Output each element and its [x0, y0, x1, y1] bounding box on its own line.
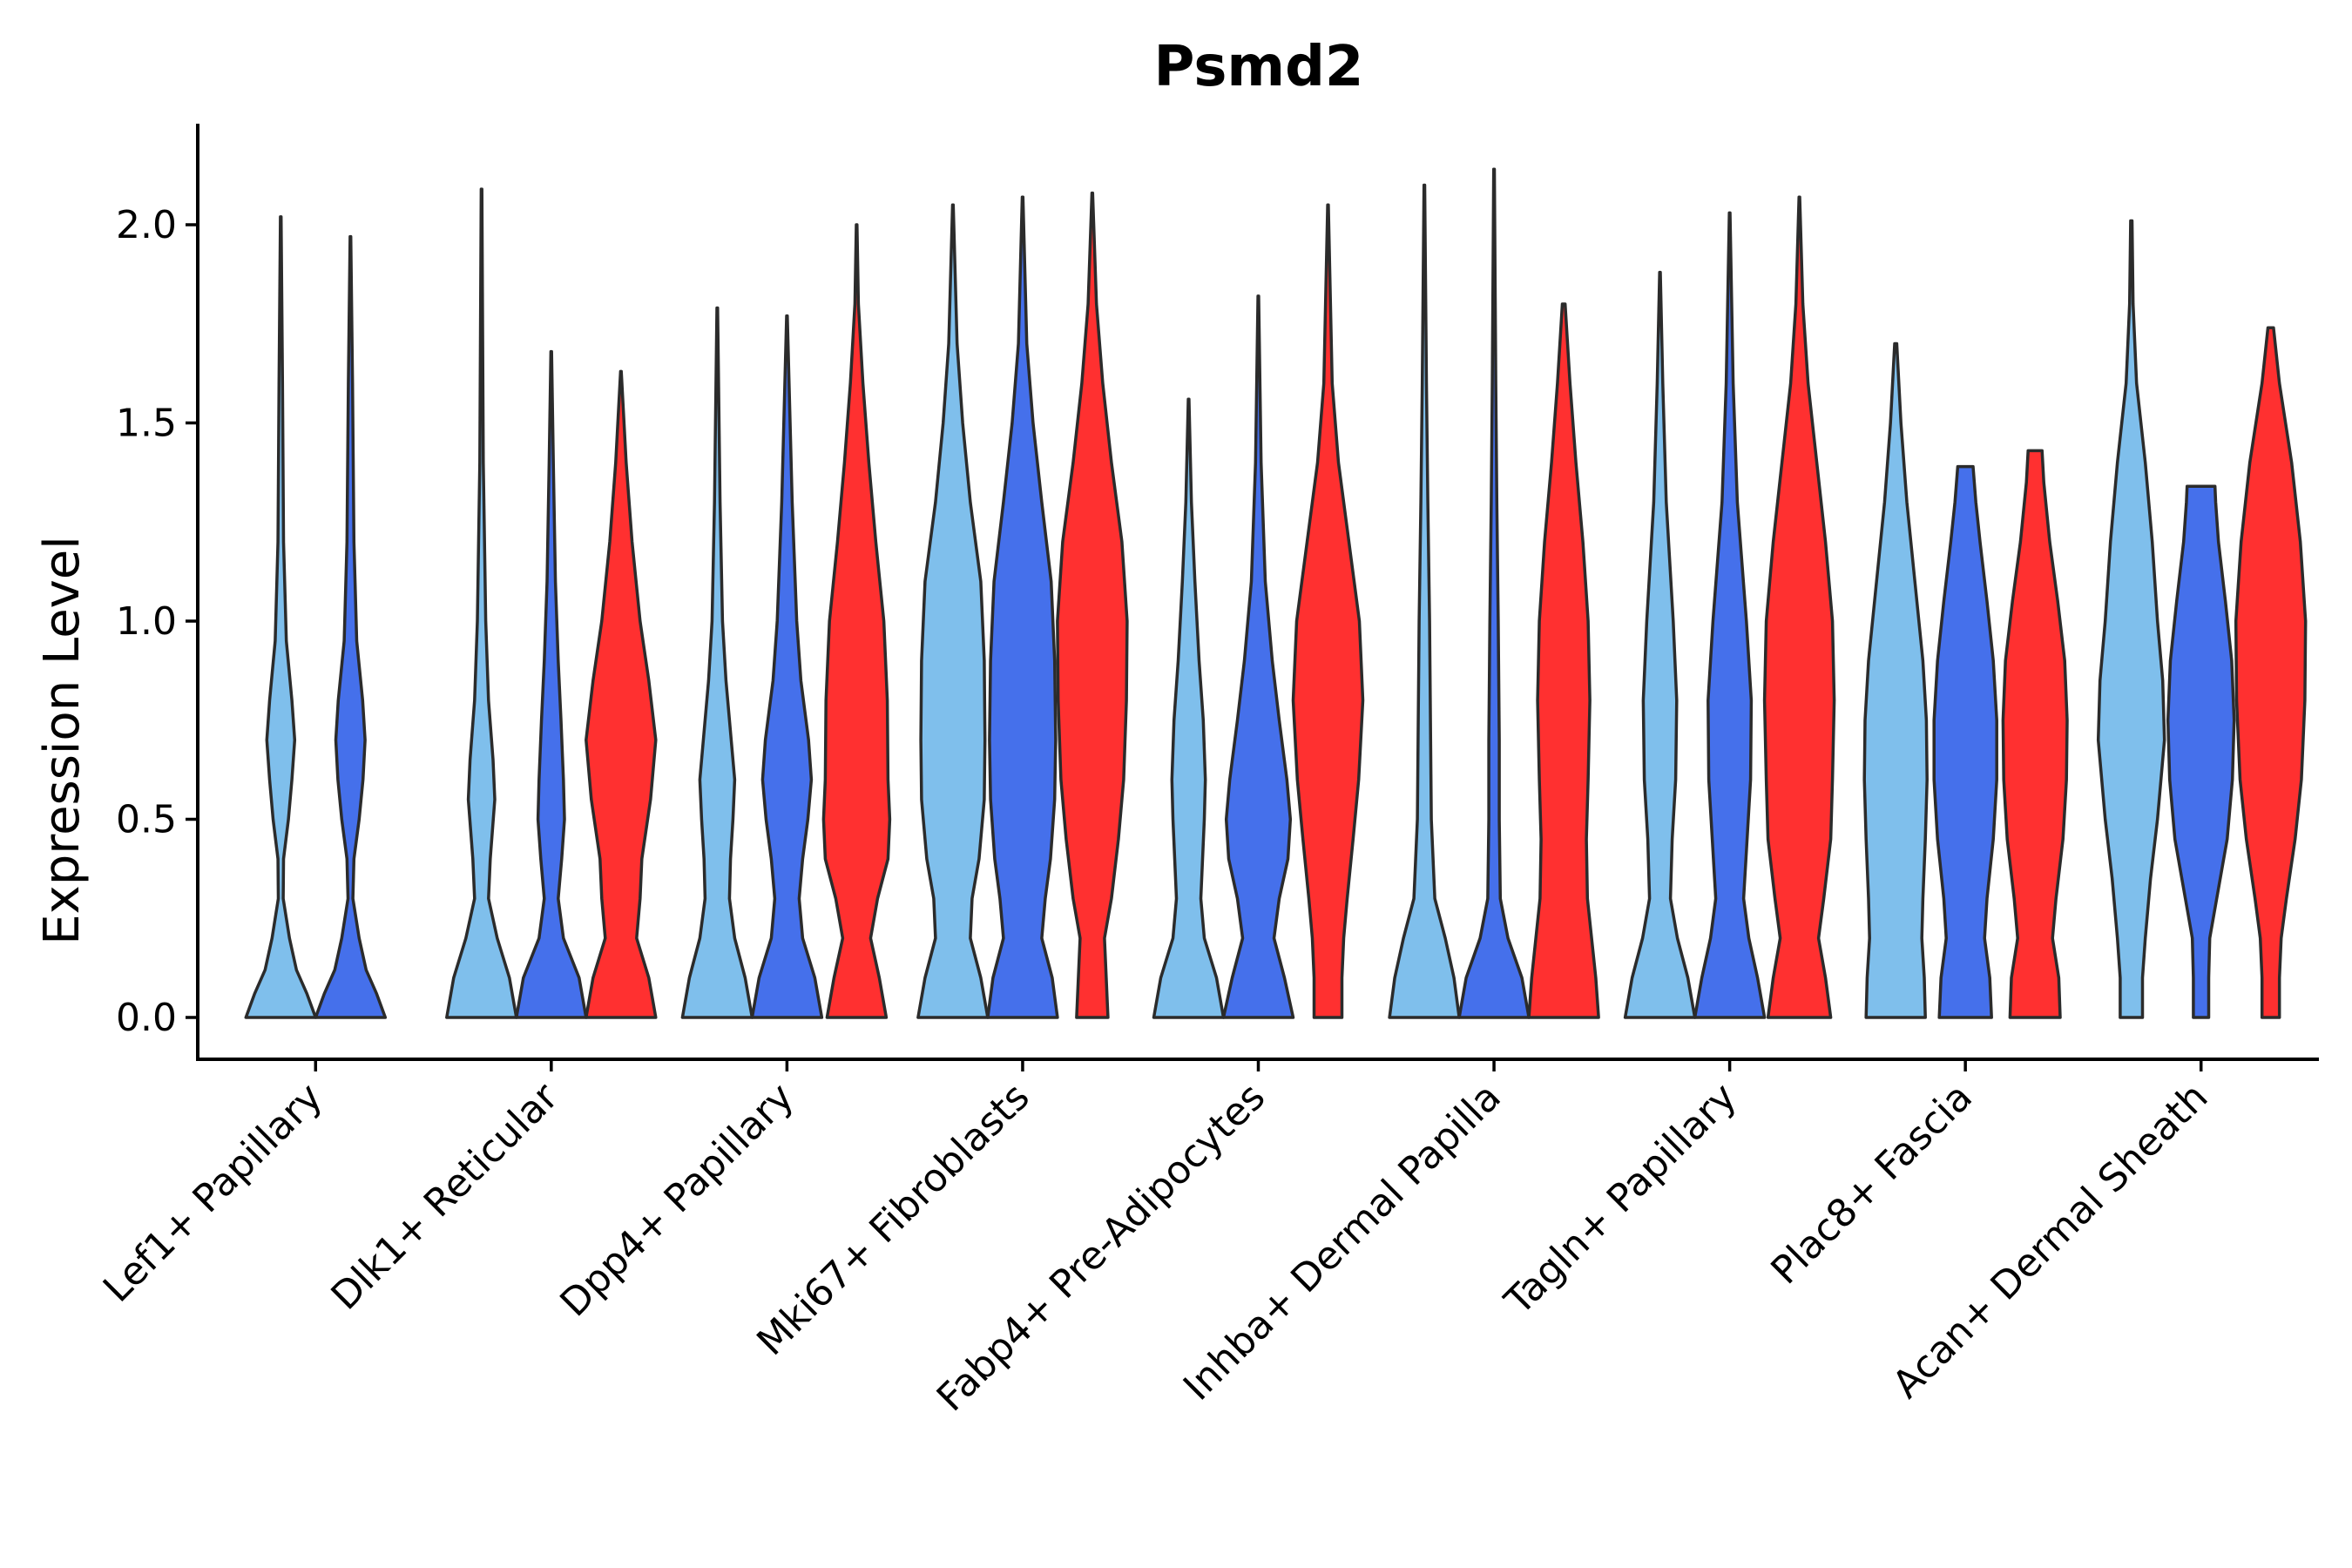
violin-light	[2096, 219, 2166, 1019]
violin-blue	[515, 349, 588, 1019]
violin-red	[1056, 191, 1129, 1019]
violin-red	[1527, 302, 1600, 1019]
x-tick-label: Dpp4+ Papillary	[552, 1075, 803, 1326]
x-tick-label: Lef1+ Papillary	[95, 1075, 331, 1311]
x-tick-label: Plac8+ Fascia	[1762, 1075, 1981, 1294]
violin-light	[1152, 397, 1226, 1019]
violin-blue	[750, 314, 824, 1019]
x-tick-label: Mki67+ Fibroblasts	[748, 1075, 1037, 1364]
x-tick-label: Dlk1+ Reticular	[323, 1074, 568, 1319]
violin-red	[821, 223, 892, 1019]
violin-light	[680, 306, 754, 1019]
violin-red	[1291, 203, 1365, 1019]
violin-light	[1388, 183, 1461, 1019]
y-tick-label: 0.0	[116, 996, 177, 1040]
violin-red	[2234, 326, 2308, 1019]
violin-light	[445, 187, 518, 1019]
violin-blue	[986, 195, 1059, 1019]
y-axis-ticks: 0.0 0.5 1.0 1.5 2.0	[116, 203, 198, 1040]
x-tick-label: Tagln+ Papillary	[1496, 1075, 1745, 1324]
violin-blue	[1693, 211, 1767, 1019]
chart-title: Psmd2	[1154, 35, 1364, 99]
violin-blue	[2166, 484, 2236, 1019]
violin-blue	[1457, 167, 1531, 1019]
y-axis-label: Expression Level	[34, 536, 91, 945]
violin-light	[1862, 341, 1929, 1019]
violin-red	[585, 369, 658, 1019]
y-tick-label: 2.0	[116, 203, 177, 247]
violin-blue	[1932, 464, 1998, 1019]
y-tick-label: 1.5	[116, 402, 177, 446]
violin-red	[2001, 449, 2069, 1019]
violin-blue	[1221, 294, 1295, 1019]
violin-red	[1762, 195, 1836, 1019]
y-tick-label: 1.0	[116, 599, 177, 644]
violin-blue	[314, 234, 388, 1019]
y-tick-label: 0.5	[116, 798, 177, 842]
violin-light	[916, 203, 990, 1019]
violin-light	[244, 215, 318, 1019]
violin-layer	[244, 167, 2308, 1019]
violin-light	[1623, 270, 1697, 1019]
